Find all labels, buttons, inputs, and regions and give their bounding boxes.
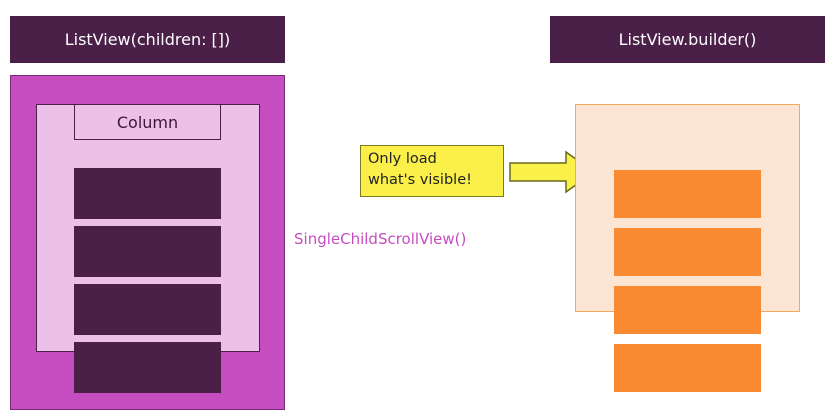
builder-list-item [614,344,761,392]
column-label-box: Column [74,104,221,140]
callout-line-2: what's visible! [368,172,472,188]
listview-children-title-text: ListView(children: []) [64,30,231,49]
builder-list-item [614,228,761,276]
list-item [74,284,221,335]
list-item [74,342,221,393]
list-item [74,226,221,277]
listview-builder-title: ListView.builder() [550,16,825,63]
builder-list-item [614,170,761,218]
listview-children-title: ListView(children: []) [10,16,285,63]
callout-note: Only load what's visible! [360,145,504,197]
builder-list-item [614,286,761,334]
column-label: Column [116,112,179,132]
list-item [74,168,221,219]
callout-line-1: Only load [368,151,437,167]
listview-builder-title-text: ListView.builder() [618,30,757,49]
single-child-scroll-view-label: SingleChildScrollView() [294,230,467,248]
